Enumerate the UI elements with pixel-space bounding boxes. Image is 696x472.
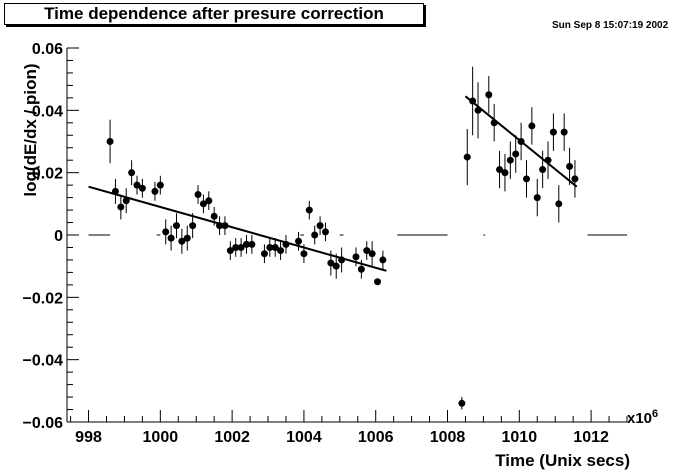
data-point [300,250,308,258]
data-point [463,153,471,161]
data-point [566,162,574,170]
y-tick-label: 0.04 [32,103,63,120]
x-axis-label: Time (Unix secs) [495,451,630,470]
datestamp: Sun Sep 8 15:07:19 2002 [552,20,669,31]
data-point [501,169,509,177]
data-point [533,194,541,202]
data-point [528,122,536,130]
data-point [205,197,213,205]
data-point [183,234,191,242]
data-point [156,181,164,189]
data-point [338,256,346,264]
data-point [277,247,285,255]
data-point [305,206,313,214]
data-point [194,190,202,198]
data-point [151,187,159,195]
x-tick-label: 1004 [286,429,322,446]
data-point [474,106,482,114]
data-point [128,169,136,177]
data-point [210,212,218,220]
x-tick-label: 1008 [430,429,466,446]
data-point [512,150,520,158]
data-point [379,256,387,264]
x-tick-label: 1000 [143,429,179,446]
chart-title: Time dependence after presure correction [4,3,424,25]
data-point [555,200,563,208]
data-point [117,203,125,211]
data-point [458,399,466,407]
y-tick-label: 0 [54,228,63,245]
data-point [172,222,180,230]
data-point [571,175,579,183]
data-point [189,222,197,230]
data-point [311,231,319,239]
fit-line [88,185,387,272]
data-point [496,166,504,174]
y-tick-label: 0.02 [32,166,63,183]
data-point [242,240,250,248]
data-point [316,222,324,230]
data-point [237,243,245,251]
data-point [266,243,274,251]
data-point [133,181,141,189]
y-tick-label: −0.06 [23,415,64,432]
data-point [122,197,130,205]
data-point [363,247,371,255]
y-axis-label: log(dE/dx / pion) [21,63,40,196]
data-point [221,222,229,230]
x-tick-label: 1010 [502,429,538,446]
y-tick-label: −0.02 [23,290,64,307]
data-point [506,156,514,164]
data-point [178,237,186,245]
y-tick-label: 0.06 [32,41,63,58]
data-point [374,278,382,286]
data-point [352,253,360,261]
data-point [357,265,365,273]
data-point [522,175,530,183]
data-point [560,128,568,136]
data-point [111,187,119,195]
x-tick-label: 998 [75,429,102,446]
data-point [549,128,557,136]
data-point [282,240,290,248]
data-point [260,250,268,258]
data-point [469,97,477,105]
data-point [226,247,234,255]
points-group [106,66,579,410]
data-point [544,156,552,164]
data-point [490,119,498,127]
x-multiplier-label: x106 [627,408,658,427]
data-point [485,91,493,99]
data-point [271,243,279,251]
data-point [332,262,340,270]
x-tick-label: 1012 [573,429,609,446]
data-point [167,234,175,242]
x-tick-label: 1006 [358,429,394,446]
data-point [321,228,329,236]
data-point [248,240,256,248]
data-point [216,222,224,230]
data-point [162,228,170,236]
data-point [368,250,376,258]
data-point [295,237,303,245]
y-tick-label: −0.04 [23,353,64,370]
data-point [106,138,114,145]
data-point [232,243,240,251]
data-point [327,259,335,267]
data-point [138,184,146,192]
x-tick-label: 1002 [214,429,250,446]
data-point [517,138,525,145]
data-point [199,200,207,208]
data-point [539,166,547,174]
axes-group: −0.06 −0.04 −0.02 0 0.02 0.04 0.06 998 1000 1002 1… [23,41,628,446]
